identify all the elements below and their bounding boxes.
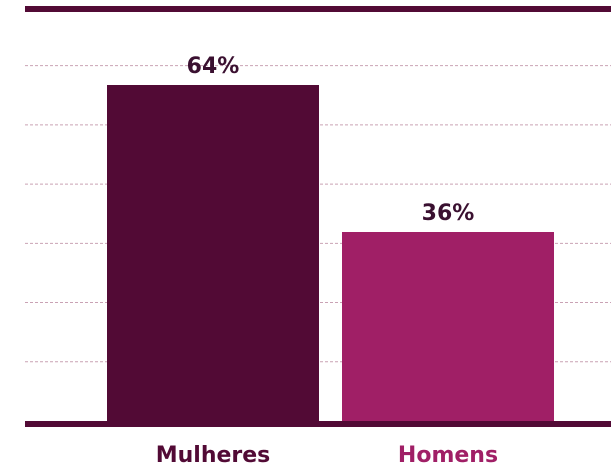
category-label-mulheres: Mulheres: [156, 443, 271, 468]
category-label-homens: Homens: [398, 443, 498, 468]
bars: [107, 85, 554, 421]
bar-mulheres: [107, 85, 319, 421]
bar-homens: [342, 232, 554, 421]
value-label-mulheres: 64%: [187, 54, 240, 79]
top-rule: [25, 6, 611, 12]
labels: 64% Mulheres 36% Homens: [156, 54, 498, 468]
value-label-homens: 36%: [422, 201, 475, 226]
baseline-axis: [25, 421, 611, 427]
